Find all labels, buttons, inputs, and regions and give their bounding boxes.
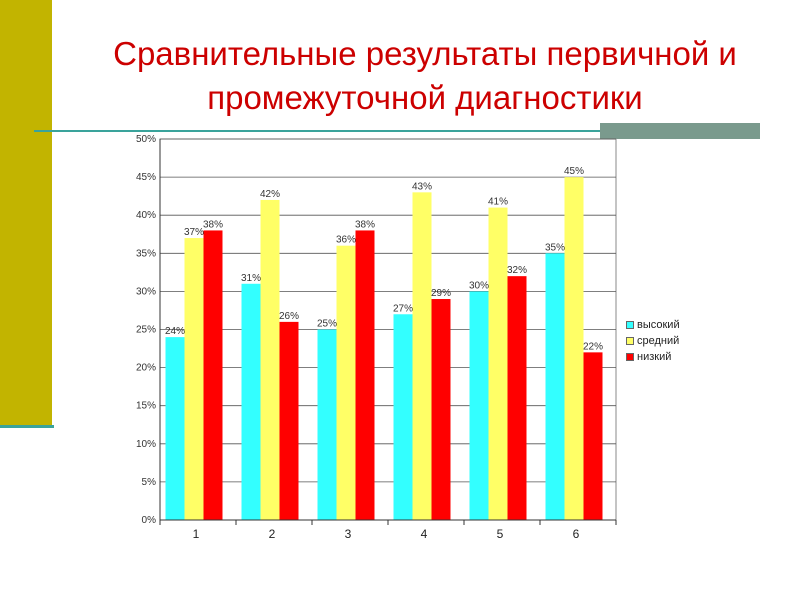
legend-item-high: высокий — [626, 317, 680, 333]
bar-средний — [564, 177, 584, 520]
data-label: 25% — [317, 319, 337, 330]
bar-высокий — [317, 329, 337, 520]
bar-низкий — [507, 276, 527, 520]
slide-title: Сравнительные результаты первичной и про… — [113, 35, 737, 116]
data-label: 37% — [184, 227, 204, 238]
data-label: 38% — [203, 219, 223, 230]
y-tick-label: 0% — [142, 515, 157, 526]
bar-высокий — [545, 253, 565, 521]
data-label: 38% — [355, 219, 375, 230]
x-tick-label: 1 — [193, 527, 200, 541]
data-label: 43% — [412, 181, 432, 192]
data-label: 35% — [545, 242, 565, 253]
data-label: 29% — [431, 288, 451, 299]
data-label: 36% — [336, 235, 356, 246]
bar-низкий — [431, 299, 451, 520]
bar-низкий — [203, 230, 223, 520]
x-tick-label: 3 — [345, 527, 352, 541]
y-tick-label: 5% — [142, 477, 157, 488]
data-label: 45% — [564, 166, 584, 177]
data-label: 24% — [165, 326, 185, 337]
legend-label-low: низкий — [637, 351, 672, 363]
bar-средний — [488, 207, 508, 520]
x-tick-label: 4 — [421, 527, 428, 541]
legend-swatch-low — [626, 353, 634, 361]
data-label: 41% — [488, 197, 508, 208]
bar-высокий — [241, 283, 261, 520]
legend-item-low: низкий — [626, 349, 680, 365]
legend-item-medium: средний — [626, 333, 680, 349]
data-label: 31% — [241, 273, 261, 284]
x-tick-label: 2 — [269, 527, 276, 541]
y-tick-label: 35% — [136, 248, 156, 259]
bar-высокий — [393, 314, 413, 520]
x-tick-label: 5 — [497, 527, 504, 541]
bar-высокий — [165, 337, 185, 520]
y-tick-label: 15% — [136, 401, 156, 412]
y-tick-label: 10% — [136, 439, 156, 450]
bar-средний — [412, 192, 432, 520]
bar-низкий — [583, 352, 603, 520]
legend-label-medium: средний — [637, 335, 680, 347]
data-label: 27% — [393, 303, 413, 314]
data-label: 22% — [583, 341, 603, 352]
bar-средний — [336, 245, 356, 520]
title-divider-accent — [600, 123, 760, 139]
bar-средний — [260, 199, 280, 520]
data-label: 26% — [279, 311, 299, 322]
data-label: 42% — [260, 189, 280, 200]
decorative-side-bar — [0, 0, 52, 425]
legend-swatch-high — [626, 321, 634, 329]
legend-label-high: высокий — [637, 319, 680, 331]
y-tick-label: 40% — [136, 210, 156, 221]
data-label: 32% — [507, 265, 527, 276]
x-tick-label: 6 — [573, 527, 580, 541]
chart-legend: высокий средний низкий — [626, 317, 680, 365]
legend-swatch-medium — [626, 337, 634, 345]
title-divider — [34, 130, 760, 132]
bar-высокий — [469, 291, 489, 520]
y-tick-label: 45% — [136, 172, 156, 183]
bar-низкий — [279, 321, 299, 520]
bar-средний — [184, 238, 204, 520]
y-tick-label: 20% — [136, 363, 156, 374]
data-label: 30% — [469, 280, 489, 291]
y-tick-label: 50% — [136, 134, 156, 145]
y-tick-label: 30% — [136, 286, 156, 297]
decorative-side-line — [0, 425, 54, 428]
y-tick-label: 25% — [136, 325, 156, 336]
bar-низкий — [355, 230, 375, 520]
